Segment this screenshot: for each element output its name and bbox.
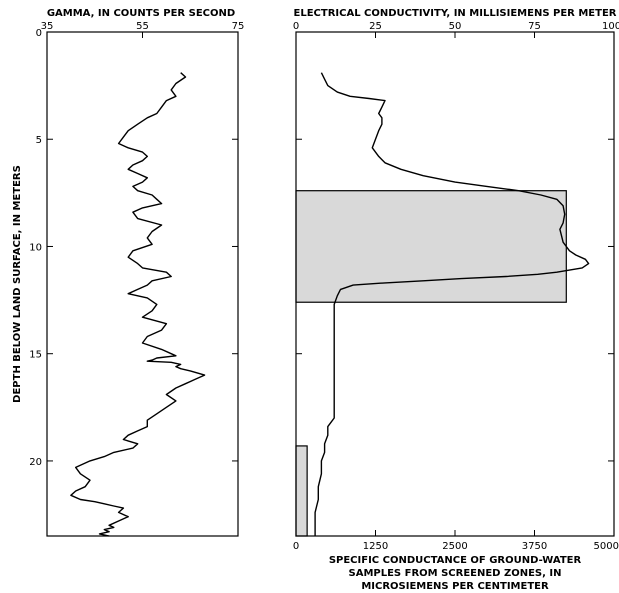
conductivity-tick-label: 75 [528,21,541,32]
conductivity-axis-title: ELECTRICAL CONDUCTIVITY, IN MILLISIEMENS… [294,8,617,19]
depth-ticks: 0 5 10 15 20 [29,28,238,468]
conductivity-panel: ELECTRICAL CONDUCTIVITY, IN MILLISIEMENS… [293,8,619,592]
sample-conductance-bar [295,190,567,303]
gamma-tick-label: 55 [136,21,149,32]
conductance-tick-label: 5000 [594,541,619,552]
sample-bars [295,190,567,537]
conductance-axis-title: SPECIFIC CONDUCTANCE OF GROUND-WATER SAMP… [329,555,582,592]
gamma-panel: GAMMA, IN COUNTS PER SECOND 35 55 75 0 5 10 1… [12,8,245,537]
depth-tick-label: 5 [36,135,42,146]
depth-axis-title: DEPTH BELOW LAND SURFACE, IN METERS [12,165,23,403]
conductance-tick-label: 0 [293,541,299,552]
gamma-log-curve [70,72,206,537]
depth-tick-label: 10 [29,242,42,253]
conductance-bottom-ticks: 0 1250 2500 3750 5000 [293,530,619,552]
depth-tick-label: 0 [36,28,42,39]
gamma-tick-label: 35 [41,21,54,32]
sample-conductance-bar [295,445,308,537]
conductivity-tick-label: 100 [602,21,619,32]
conductivity-top-ticks: 0 25 50 75 100 [293,21,619,38]
conductivity-plot-frame [295,31,615,537]
gamma-plot-frame [46,31,239,537]
conductivity-tick-label: 50 [449,21,462,32]
depth-tick-label: 20 [29,457,42,468]
conductivity-tick-label: 0 [293,21,299,32]
conductance-tick-label: 1250 [363,541,388,552]
conductivity-tick-label: 25 [369,21,382,32]
gamma-tick-label: 75 [232,21,245,32]
gamma-axis-title: GAMMA, IN COUNTS PER SECOND [47,8,235,19]
conductance-tick-label: 2500 [442,541,467,552]
conductance-tick-label: 3750 [522,541,547,552]
depth-tick-label: 15 [29,350,42,361]
conductivity-log-curve [314,72,590,536]
gamma-top-ticks: 35 55 75 [41,21,245,38]
